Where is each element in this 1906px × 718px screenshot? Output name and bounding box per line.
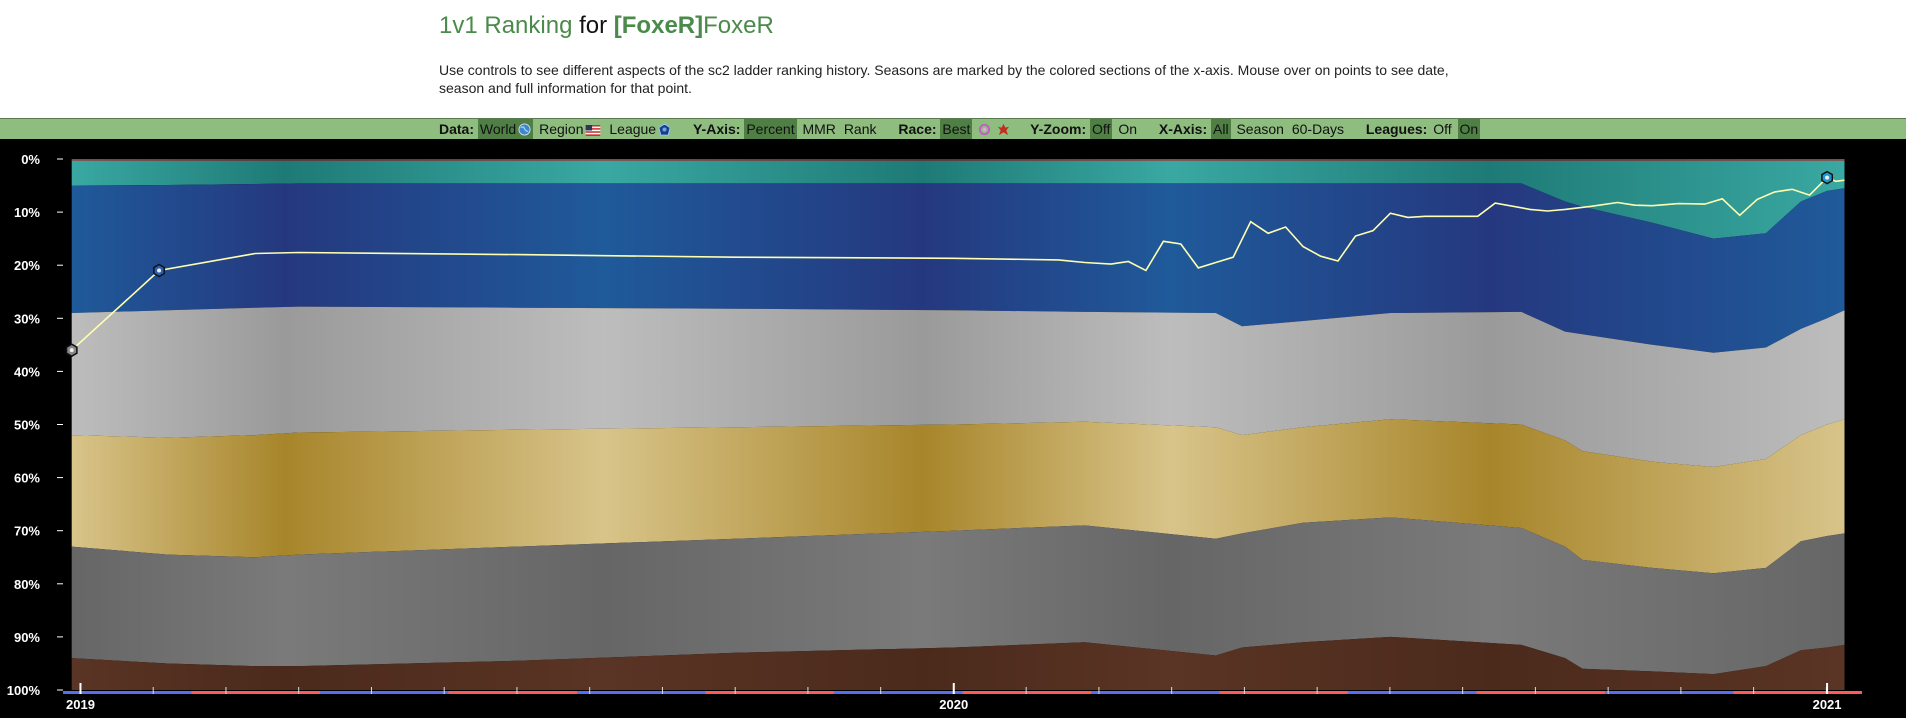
data-label: Data: [439,121,475,137]
leagues-option-off[interactable]: Off [1433,121,1452,137]
title-mode: 1v1 Ranking [439,12,573,39]
xaxis-option-season[interactable]: Season [1236,121,1284,137]
us-flag-icon [586,125,601,136]
season-segment [705,691,834,694]
y-tick-label: 70% [14,524,40,539]
y-tick-label: 100% [7,683,41,698]
season-segment [320,691,449,694]
season-segment [834,691,963,694]
y-tick-label: 90% [14,630,40,645]
league-band-diamond [71,183,1845,353]
yzoom-option-off[interactable]: Off [1090,119,1113,139]
season-segment [1348,691,1477,694]
data-option-region[interactable]: Region [537,119,603,139]
season-segment [577,691,706,694]
season-segment [1605,691,1734,694]
xaxis-option-60days[interactable]: 60-Days [1291,121,1344,137]
yzoom-label: Y-Zoom: [1030,121,1087,137]
season-segment [191,691,320,694]
race-option-best[interactable]: Best [940,119,973,139]
x-tick-label: 2020 [939,697,968,712]
league-band-bronze [71,636,1845,690]
title-player[interactable]: FoxeR [703,12,774,39]
data-option-league[interactable]: League [607,119,673,139]
ranking-chart[interactable]: 0% 10% 20% 30% 40% 50% 60% 70% 80% 90% 100% 2019 202… [0,139,1906,718]
yaxis-option-mmr[interactable]: MMR [802,121,836,137]
data-option-world[interactable]: World [477,119,534,139]
season-segment [1219,691,1348,694]
page-description: Use controls to see different aspects of… [439,62,1449,96]
zerg-icon[interactable] [997,123,1010,136]
league-band-silver [71,517,1845,675]
title-clan[interactable]: [FoxeR] [613,12,704,39]
protoss-icon[interactable] [978,123,991,136]
silver-league-icon[interactable] [65,343,78,358]
league-band-grandmaster [71,159,1845,161]
yaxis-control: Y-Axis: Percent MMR Rank [693,119,879,139]
league-band-master [71,160,1845,239]
y-tick-label: 40% [14,364,40,379]
yaxis-option-percent[interactable]: Percent [744,119,797,139]
xaxis-control: X-Axis: All Season 60-Days [1159,119,1346,139]
season-segment [1091,691,1220,694]
master-league-icon[interactable] [1821,170,1834,185]
league-band-platinum [71,306,1845,467]
controls-bar: Data: World Region League Y-Axis: Percen… [0,118,1906,139]
league-band-gold [71,419,1845,574]
y-tick-label: 50% [14,418,40,433]
globe-icon [518,123,531,136]
season-segment [63,691,192,694]
yaxis-label: Y-Axis: [692,121,741,137]
ranking-line [71,176,1845,351]
leagues-label: Leagues: [1365,121,1428,137]
xaxis-label: X-Axis: [1158,121,1208,137]
y-tick-label: 0% [21,152,40,167]
race-control: Race: Best [898,119,1010,139]
data-control: Data: World Region League [439,119,673,139]
x-tick-label: 2021 [1813,697,1842,712]
title-for: for [579,12,608,39]
yzoom-control: Y-Zoom: Off On [1030,119,1139,139]
y-tick-label: 30% [14,311,40,326]
y-tick-label: 10% [14,205,40,220]
league-icon [658,123,671,136]
season-segment [962,691,1091,694]
x-tick-label: 2019 [66,697,95,712]
xaxis-option-all[interactable]: All [1211,119,1231,139]
season-segment [1476,691,1605,694]
y-tick-label: 60% [14,471,40,486]
leagues-option-on[interactable]: On [1457,119,1481,139]
leagues-control: Leagues: Off On [1365,119,1481,139]
season-segment [448,691,577,694]
diamond-league-icon[interactable] [153,263,166,278]
page-title: 1v1 Ranking for [FoxeR]FoxeR [439,12,774,40]
season-segment [1733,691,1862,694]
yzoom-option-on[interactable]: On [1118,121,1137,137]
y-tick-label: 20% [14,258,40,273]
race-label: Race: [898,121,937,137]
y-tick-label: 80% [14,577,40,592]
ranking-chart-svg: 0% 10% 20% 30% 40% 50% 60% 70% 80% 90% 100% 2019 202… [7,152,1862,712]
yaxis-option-rank[interactable]: Rank [843,121,877,137]
